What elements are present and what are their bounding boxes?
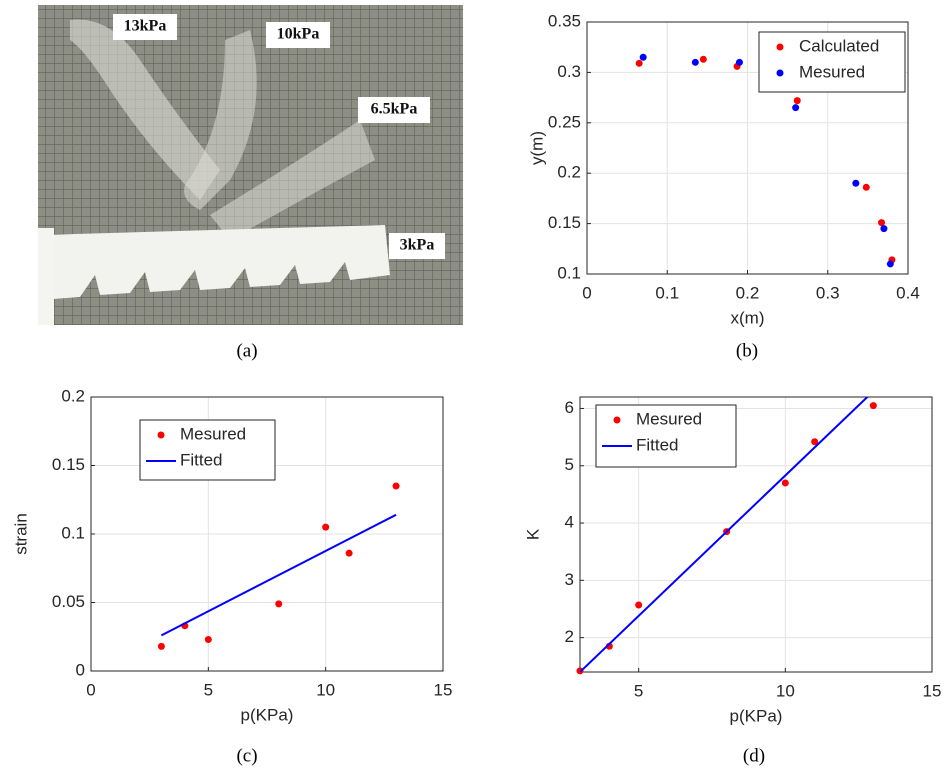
- y-tick-label: 0.25: [548, 112, 581, 131]
- pressure-label: 13kPa: [124, 18, 167, 35]
- y-tick-label: 5: [565, 455, 574, 474]
- data-point: [699, 55, 707, 63]
- data-point: [792, 104, 800, 112]
- y-tick-label: 0: [76, 660, 85, 679]
- fit-line: [580, 397, 869, 672]
- pressure-label: 6.5kPa: [371, 101, 418, 118]
- data-point: [635, 59, 643, 67]
- y-axis-label: K: [523, 528, 542, 540]
- data-point: [886, 260, 894, 268]
- data-point: [157, 642, 165, 650]
- x-tick-label: 5: [204, 680, 213, 699]
- x-tick-label: 5: [634, 681, 643, 700]
- panel-caption: (a): [236, 340, 257, 361]
- data-point: [204, 635, 212, 643]
- panel-caption: (d): [743, 745, 765, 766]
- chart-panel: 0 0.1 0.2 0.3 0.40.10.150.20.250.30.35x(m)y(…: [527, 11, 919, 327]
- data-point: [735, 58, 743, 66]
- legend-swatch: [613, 416, 621, 424]
- y-tick-label: 0.15: [52, 455, 85, 474]
- data-point: [275, 600, 283, 608]
- y-axis-label: strain: [11, 513, 30, 555]
- chart-panel: 5 10 15 2 3 4 5 6 p(KPa) K Mesured Fitted: [523, 396, 942, 725]
- axes-frame: [90, 396, 444, 672]
- legend-box: [595, 404, 737, 468]
- actuator-mount: [38, 228, 54, 325]
- label-box: [389, 233, 445, 259]
- legend-label: Mesured: [180, 424, 246, 443]
- y-tick-label: 3: [565, 570, 574, 589]
- actuator-6-5kpa: [210, 120, 375, 240]
- actuator-10kpa: [184, 30, 257, 210]
- legend-swatch: [157, 431, 165, 439]
- x-tick-label: 0.3: [816, 283, 840, 302]
- y-tick-label: 0.1: [61, 523, 85, 542]
- x-tick-label: 0.4: [896, 283, 920, 302]
- photo-panel: 13kPa 10kPa 6.5kPa 3kPa: [38, 5, 463, 325]
- y-tick-label: 0.05: [52, 592, 85, 611]
- x-axis-label: p(KPa): [730, 706, 783, 725]
- axes-frame: [579, 396, 933, 673]
- axes-frame: [586, 21, 909, 275]
- panel-caption: (b): [736, 340, 758, 361]
- y-tick-label: 4: [565, 513, 574, 532]
- x-axis-label: x(m): [731, 308, 765, 327]
- x-axis-label: p(KPa): [241, 705, 294, 724]
- data-point: [392, 482, 400, 490]
- y-tick-label: 0.15: [548, 213, 581, 232]
- data-point: [811, 438, 819, 446]
- y-tick-label: 0.35: [548, 11, 581, 30]
- pressure-label: 10kPa: [277, 26, 320, 43]
- legend-label: Mesured: [636, 409, 702, 428]
- x-tick-label: 0.2: [736, 283, 760, 302]
- legend-swatch: [776, 69, 784, 77]
- label-box: [266, 22, 330, 48]
- data-point: [781, 479, 789, 487]
- y-tick-label: 0.1: [557, 263, 581, 282]
- legend-box: [758, 31, 906, 93]
- data-point: [869, 402, 877, 410]
- legend-box: [139, 419, 276, 481]
- data-point: [322, 523, 330, 531]
- data-point: [635, 601, 643, 609]
- y-tick-label: 0.3: [557, 62, 581, 81]
- y-tick-label: 0.2: [557, 163, 581, 182]
- data-point: [880, 225, 888, 233]
- data-point: [793, 97, 801, 105]
- data-point: [862, 183, 870, 191]
- legend-swatch: [776, 43, 784, 51]
- x-tick-label: 0: [582, 283, 591, 302]
- data-point: [878, 219, 886, 227]
- actuator-3kpa: [40, 225, 390, 300]
- data-point: [639, 53, 647, 61]
- y-tick-label: 0.2: [61, 386, 85, 405]
- actuator-13kpa: [70, 19, 220, 200]
- legend-label: Fitted: [636, 435, 679, 454]
- data-point: [852, 179, 860, 187]
- x-tick-label: 0.1: [655, 283, 679, 302]
- panel-caption: (c): [236, 745, 257, 766]
- y-tick-label: 2: [565, 627, 574, 646]
- label-box: [113, 14, 177, 40]
- x-tick-label: 10: [776, 681, 795, 700]
- x-tick-label: 10: [316, 680, 335, 699]
- legend-label: Fitted: [180, 450, 223, 469]
- data-point: [345, 549, 353, 557]
- x-tick-label: 15: [923, 681, 942, 700]
- legend-label: Calculated: [799, 36, 879, 55]
- data-point: [691, 58, 699, 66]
- pressure-label: 3kPa: [400, 237, 435, 254]
- x-tick-label: 0: [86, 680, 95, 699]
- y-axis-label: y(m): [527, 131, 546, 165]
- x-tick-label: 15: [434, 680, 453, 699]
- label-box: [358, 97, 430, 123]
- chart-panel: 0 5 10 15 0 0.05 0.1 0.15 0.2 p(KPa) strain Mesured…: [11, 386, 452, 724]
- y-tick-label: 6: [565, 398, 574, 417]
- legend-label: Mesured: [799, 62, 865, 81]
- fit-line: [160, 513, 397, 637]
